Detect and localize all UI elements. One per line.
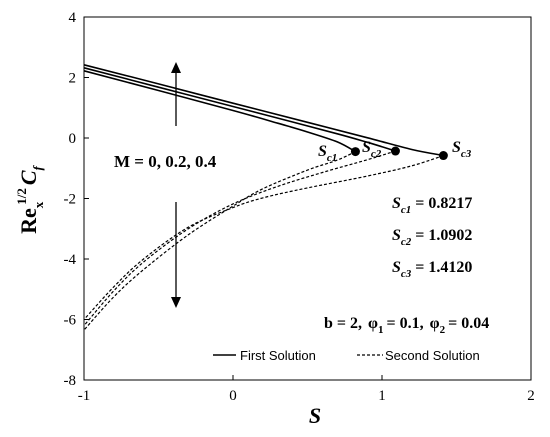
x-tick-label: 1 xyxy=(378,388,386,404)
tick-group: -1 0 1 2 4 2 0 -2 -4 -6 -8 xyxy=(64,10,535,404)
y-tick-label: -4 xyxy=(64,252,77,268)
critical-points-group xyxy=(350,146,448,161)
params-annotation: b = 2, φ1 = 0.1, φ2 = 0.04 xyxy=(324,315,489,336)
critical-point-1 xyxy=(350,147,360,157)
legend-second-solution: Second Solution xyxy=(385,348,480,363)
y-axis-label: Rex1/2Cf xyxy=(14,164,46,233)
sc2-point-label: Sc2 xyxy=(362,139,382,160)
first-solution-line-1 xyxy=(83,70,356,153)
y-tick-label: 0 xyxy=(69,131,77,147)
m-annotation: M = 0, 0.2, 0.4 xyxy=(114,152,217,171)
y-tick-label: -8 xyxy=(64,373,77,389)
legend: First Solution Second Solution xyxy=(213,348,480,363)
y-tick-label: 4 xyxy=(69,10,77,26)
first-solution-line-2 xyxy=(83,67,396,152)
y-tick-label: -6 xyxy=(64,313,77,329)
svg-text:Rex1/2Cf: Rex1/2Cf xyxy=(14,164,46,233)
critical-point-labels: Sc1 Sc2 Sc3 xyxy=(318,139,472,164)
critical-point-2 xyxy=(390,146,400,156)
m-arrow xyxy=(171,62,181,308)
critical-point-3 xyxy=(438,151,448,161)
x-tick-label: 0 xyxy=(229,388,237,404)
sc-values-block: Sc1 = 0.8217 Sc2 = 1.0902 Sc3 = 1.4120 xyxy=(392,195,472,280)
x-tick-label: -1 xyxy=(78,388,91,404)
sc1-value: Sc1 = 0.8217 xyxy=(392,195,472,216)
second-solution-line-2 xyxy=(83,150,396,326)
sc2-value: Sc2 = 1.0902 xyxy=(392,227,472,248)
sc3-point-label: Sc3 xyxy=(452,139,472,160)
sc1-point-label: Sc1 xyxy=(318,143,337,164)
x-axis-label: S xyxy=(309,403,321,428)
first-solution-line-3 xyxy=(83,64,444,157)
second-solution-line-1 xyxy=(83,151,356,331)
y-tick-label: 2 xyxy=(69,71,77,87)
legend-first-solution: First Solution xyxy=(240,348,316,363)
sc3-value: Sc3 = 1.4120 xyxy=(392,259,472,280)
y-tick-label: -2 xyxy=(64,192,77,208)
x-tick-label: 2 xyxy=(527,388,535,404)
series-group xyxy=(83,64,444,331)
second-solution-line-3 xyxy=(83,154,444,320)
